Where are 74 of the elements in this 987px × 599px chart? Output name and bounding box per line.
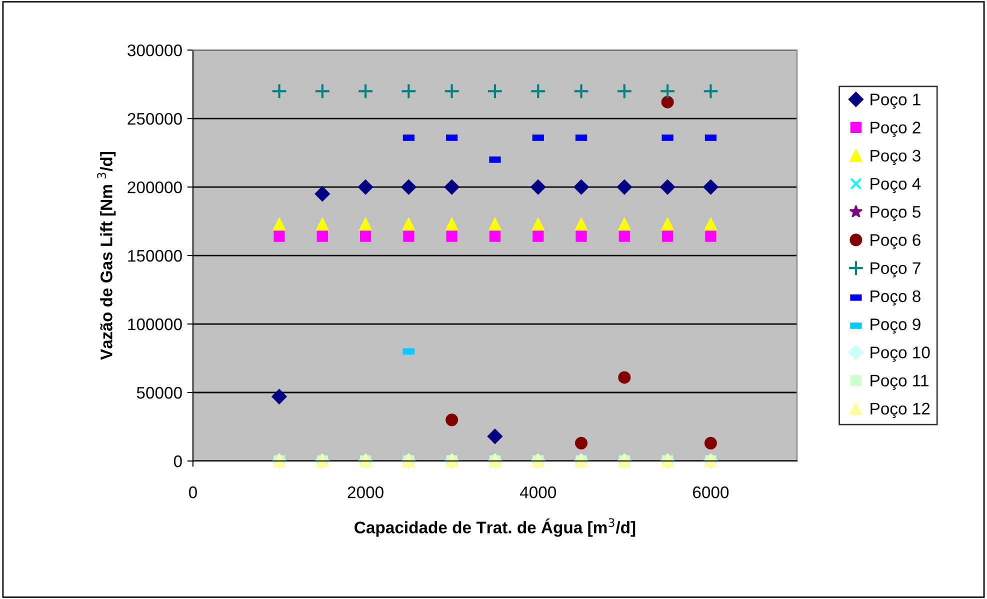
point [489, 230, 501, 242]
y-tick-label: 300000 [128, 44, 182, 56]
point [273, 218, 286, 230]
point [530, 83, 546, 100]
point [486, 83, 503, 100]
y-tick-label: 150000 [128, 250, 182, 262]
point [316, 218, 329, 230]
point [661, 218, 674, 230]
legend-label: Poço 6 [870, 234, 920, 250]
y-tick-label: 100000 [128, 318, 182, 330]
x-tick-label: 0 [188, 486, 197, 498]
point [487, 428, 503, 444]
point [271, 83, 288, 100]
x-tick-label: 6000 [693, 486, 729, 498]
point [662, 230, 674, 242]
point [314, 186, 330, 202]
legend-label: Poço 8 [870, 290, 920, 306]
point [704, 436, 717, 450]
point [532, 230, 544, 242]
legend-label: Poço 7 [870, 262, 920, 278]
point [703, 179, 718, 195]
legend-label: Poço 1 [870, 94, 920, 109]
point [446, 218, 458, 230]
point [360, 230, 372, 242]
y-tick-label: 250000 [128, 112, 182, 125]
legend-label: Poço 3 [870, 150, 920, 165]
legend-label: Poço 12 [870, 402, 930, 418]
y-axis-title: Vazão de Gas Lift [Nm $^{3}$/d] [97, 152, 116, 360]
point [400, 83, 417, 100]
x-tick-label: 4000 [520, 486, 556, 498]
point [575, 436, 588, 450]
point [704, 218, 717, 230]
point [444, 83, 460, 100]
legend-label: Poço 10 [870, 346, 930, 362]
point [274, 230, 285, 242]
point [272, 389, 287, 404]
point [660, 179, 676, 195]
point [316, 230, 328, 242]
y-tick-label: 50000 [136, 386, 182, 399]
legend-label: Poço 11 [870, 374, 928, 390]
point [618, 230, 630, 242]
point [702, 83, 719, 100]
point [618, 371, 631, 384]
legend-label: Poço 4 [870, 178, 921, 194]
point [402, 218, 415, 230]
point [616, 179, 632, 195]
point [576, 230, 587, 242]
point [705, 230, 716, 242]
x-tick-label: 2000 [348, 486, 384, 498]
legend-label: Poço 5 [870, 206, 920, 222]
point [358, 83, 374, 100]
point [573, 83, 590, 100]
point [358, 179, 374, 195]
y-tick-label: 0 [174, 455, 182, 468]
point [446, 230, 458, 242]
point [530, 179, 546, 195]
point [401, 179, 416, 195]
legend-label: Poço 9 [870, 318, 920, 334]
point [359, 218, 372, 230]
point [314, 83, 330, 100]
point [660, 83, 676, 100]
x-axis-title: Capacidade de Trat. de Água [m$^{3}$/d] [354, 518, 636, 537]
point [661, 96, 674, 108]
point [444, 179, 460, 195]
point [574, 179, 589, 195]
legend-label: Poço 2 [870, 122, 920, 137]
point [532, 218, 544, 230]
point [488, 218, 502, 230]
point [575, 218, 588, 230]
point [403, 230, 414, 242]
point [618, 218, 631, 230]
y-tick-label: 200000 [128, 181, 182, 194]
point [446, 414, 458, 426]
point [616, 83, 632, 100]
